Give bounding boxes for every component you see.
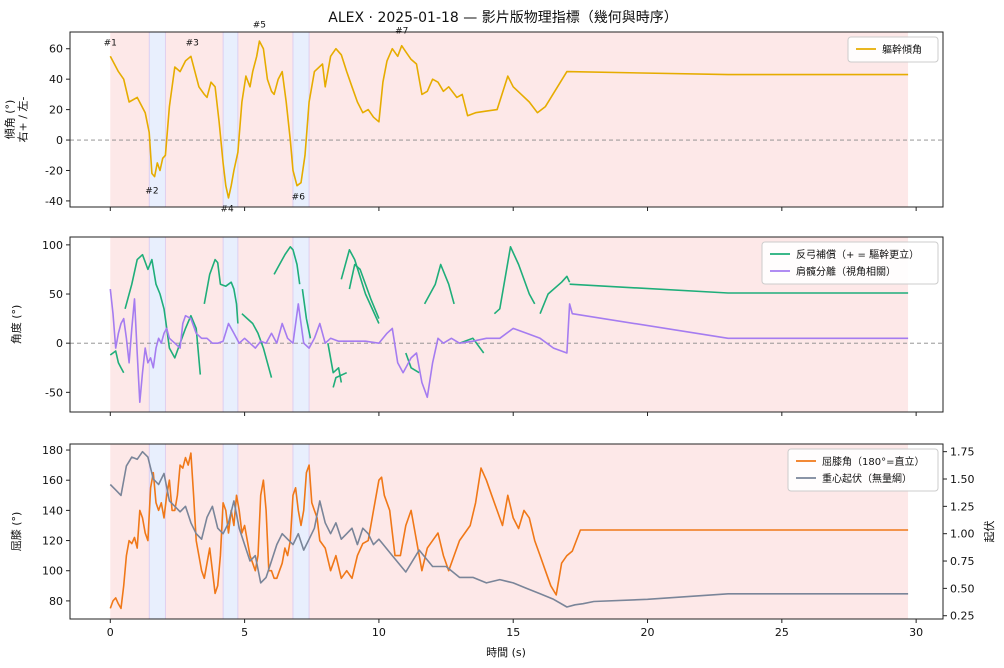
y2-tick-label: 1.00 xyxy=(950,528,975,541)
x-tick-label: 20 xyxy=(641,626,655,639)
series-line-compensation xyxy=(493,246,536,315)
y-tick-label: 80 xyxy=(49,595,63,608)
series-line-compensation xyxy=(569,283,909,294)
time-range-band xyxy=(110,32,909,207)
legend-box xyxy=(847,36,939,63)
y-tick-label: 60 xyxy=(49,43,63,56)
legend-box xyxy=(761,241,939,285)
series-line-com xyxy=(109,450,909,608)
y-tick-label: 180 xyxy=(42,444,63,457)
figure-title: ALEX · 2025-01-18 — 影片版物理指標（幾何與時序） xyxy=(328,10,677,26)
series-line-compensation xyxy=(340,249,380,324)
y-tick-label: -50 xyxy=(45,386,63,399)
x-axis-label: 時間 (s) xyxy=(486,646,526,659)
series-line-compensation xyxy=(241,313,273,378)
legend-label: 反弓補償（+ = 驅幹更立） xyxy=(796,248,919,261)
legend: 屈膝角（180°=直立） 重心起伏（無量綱） xyxy=(787,448,939,492)
event-marker-label: #4 xyxy=(220,205,234,215)
y2-tick-label: 0.75 xyxy=(950,555,975,568)
y2-tick-label: 1.75 xyxy=(950,446,975,459)
y2-axis-label: 起伏 xyxy=(982,521,996,543)
y-tick-label: 160 xyxy=(42,474,63,487)
series-line-compensation xyxy=(405,352,420,374)
series-line-tilt xyxy=(109,40,909,199)
event-marker-label: #2 xyxy=(145,186,158,196)
series-lines xyxy=(109,246,909,403)
series-line-compensation xyxy=(109,350,125,374)
panel-2: -50 0 50 100 角度 (°) 反弓補償（+ = 驅幹更立） 肩髖分離（視角相關） xyxy=(9,236,944,416)
series-line-compensation xyxy=(124,253,202,375)
y2-tick-label: 1.25 xyxy=(950,500,975,513)
y-axis-label: 角度 (°) xyxy=(9,305,23,345)
y-axis-label: 屈膝 (°) xyxy=(10,512,23,552)
x-tick-label: 10 xyxy=(372,626,386,639)
y-tick-label: 140 xyxy=(42,504,63,517)
series-line-compensation xyxy=(273,246,301,285)
y-tick-label: 100 xyxy=(42,565,63,578)
event-marker-label: #6 xyxy=(292,192,306,202)
series-line-compensation xyxy=(348,263,380,319)
legend-label: 屈膝角（180°=直立） xyxy=(822,455,924,468)
y2-tick-label: 1.50 xyxy=(950,473,975,486)
y2-tick-label: 0.50 xyxy=(950,582,975,595)
series-line-compensation xyxy=(203,258,239,324)
event-marker-label: #3 xyxy=(186,39,199,49)
x-tick-label: 5 xyxy=(241,626,248,639)
y-tick-label: 0 xyxy=(56,134,63,147)
series-lines xyxy=(109,40,909,199)
highlight-band xyxy=(148,31,166,208)
legend-label: 重心起伏（無量綱） xyxy=(822,472,912,485)
y-tick-label: 20 xyxy=(49,104,63,117)
y-tick-label: 50 xyxy=(49,288,63,301)
highlight-band xyxy=(222,236,239,413)
series-lines xyxy=(109,450,909,610)
highlight-band xyxy=(222,443,239,620)
x-tick-label: 25 xyxy=(775,626,789,639)
legend: 反弓補償（+ = 驅幹更立） 肩髖分離（視角相關） xyxy=(761,241,939,285)
y-tick-label: 40 xyxy=(49,73,63,86)
legend-box xyxy=(787,448,939,492)
y2-tick-label: 0.25 xyxy=(950,610,975,623)
x-tick-label: 30 xyxy=(909,626,923,639)
y-tick-label: 100 xyxy=(42,239,63,252)
x-tick-label: 0 xyxy=(107,626,114,639)
y-tick-label: 120 xyxy=(42,535,63,548)
axes-frame xyxy=(69,236,944,413)
y-tick-label: 0 xyxy=(56,337,63,350)
legend: 軀幹傾角 xyxy=(847,36,939,63)
axes-frame xyxy=(69,443,944,620)
legend-label: 軀幹傾角 xyxy=(882,43,922,56)
series-line-compensation xyxy=(332,371,348,388)
series-line-compensation xyxy=(459,337,485,354)
highlight-band xyxy=(148,236,166,413)
x-tick-label: 15 xyxy=(506,626,520,639)
series-line-compensation xyxy=(539,275,571,315)
series-line-compensation xyxy=(423,263,455,305)
event-marker-label: #5 xyxy=(253,20,266,30)
event-marker-label: #1 xyxy=(104,39,117,49)
y-axis-label: 傾角 (°) xyxy=(3,100,17,140)
legend-label: 肩髖分離（視角相關） xyxy=(796,265,896,278)
panel-3: 801001201401601800.250.500.751.001.251.5… xyxy=(10,443,996,639)
axes-frame xyxy=(69,31,944,208)
series-line-dissociation xyxy=(109,289,909,403)
y-tick-label: -20 xyxy=(45,164,63,177)
y-tick-label: -40 xyxy=(45,195,63,208)
y-axis-label: 右+ / 左- xyxy=(16,97,30,143)
series-line-knee xyxy=(109,452,909,610)
series-line-compensation xyxy=(301,288,312,339)
